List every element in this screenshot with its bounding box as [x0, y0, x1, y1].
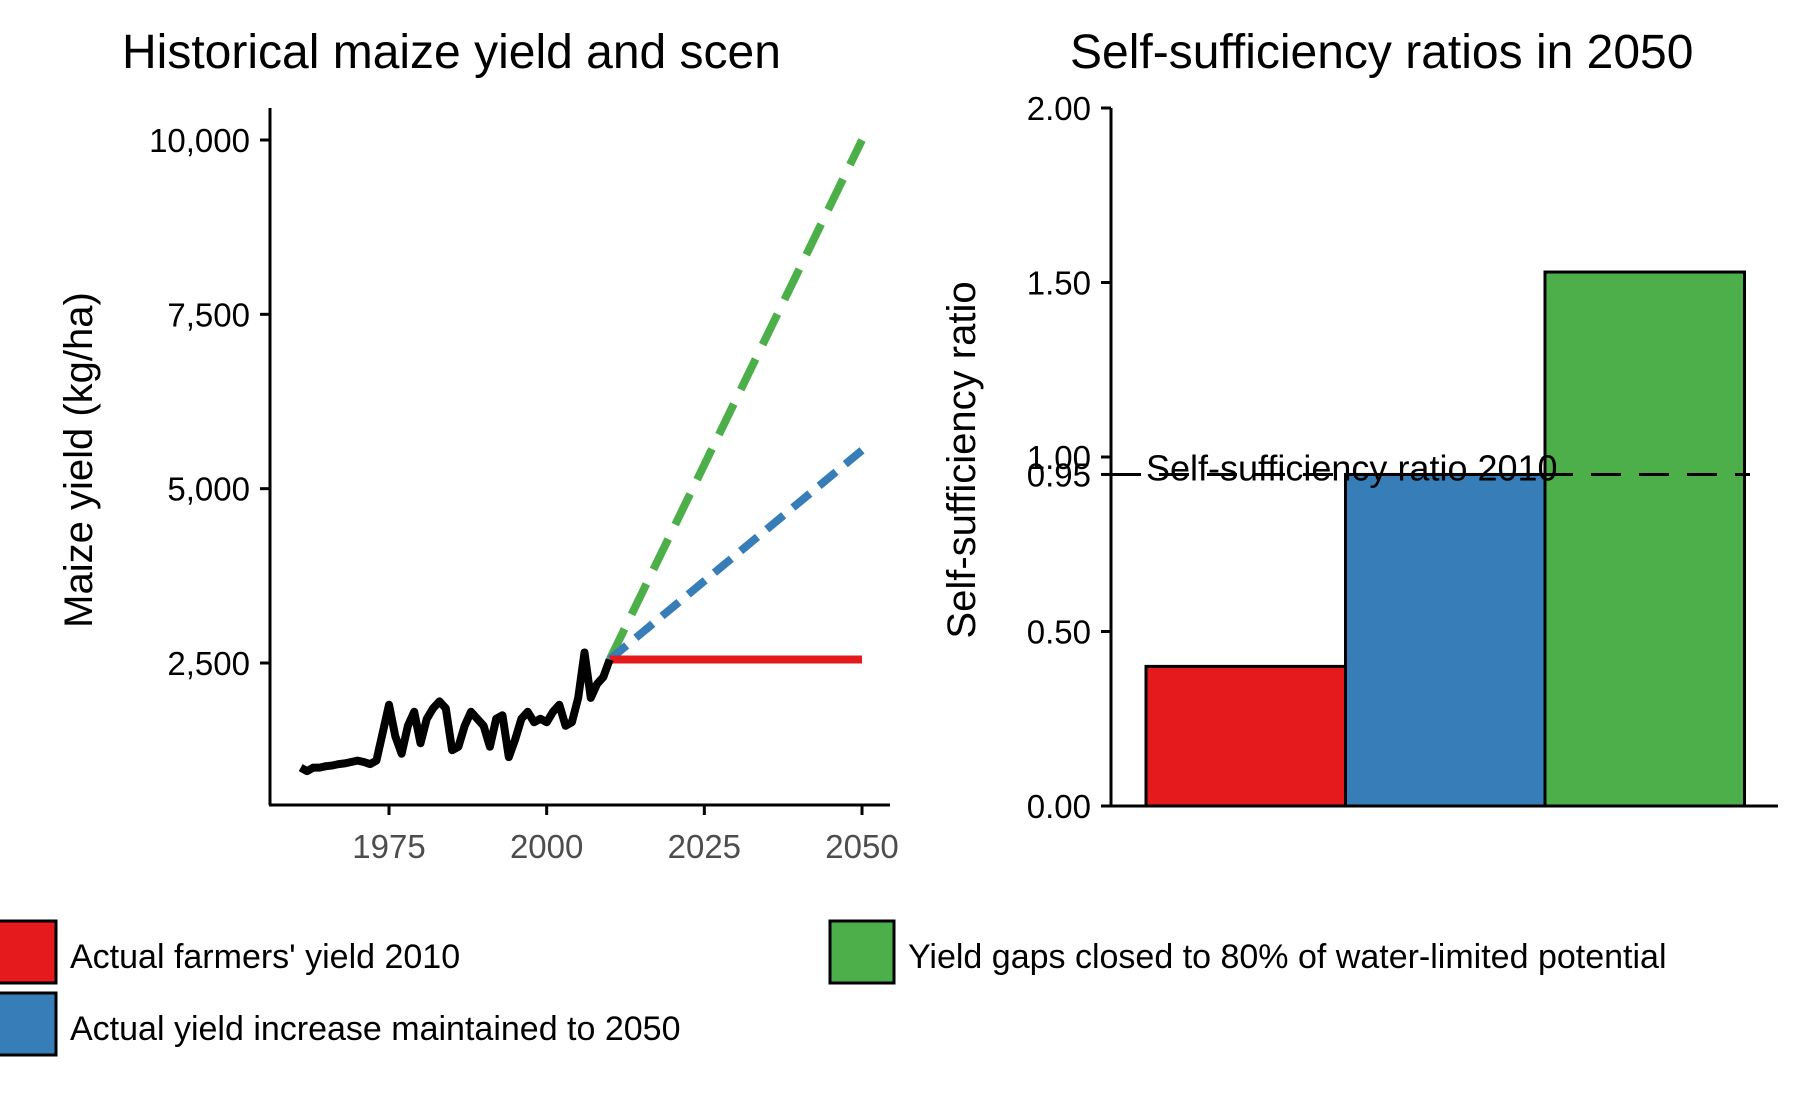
line-chart-series [298, 138, 866, 776]
x-tick-label: 2050 [825, 828, 898, 865]
y-tick-label: 1.00 [1027, 439, 1091, 476]
x-tick-label: 2025 [668, 828, 741, 865]
legend: Actual farmers' yield 2010 Actual yield … [0, 919, 1667, 1057]
y-tick-label: 1.50 [1027, 265, 1091, 302]
yield-gap-closed-line [606, 138, 866, 662]
line-chart-x-ticks: 1975 2000 2025 2050 [352, 805, 899, 865]
bar-farmers-yield-2010 [1144, 664, 1347, 808]
bar-yield-increase [1344, 472, 1547, 808]
line-chart-y-ticks: 2,500 5,000 7,500 10,000 [149, 122, 270, 682]
y-tick-label: 0.00 [1027, 788, 1091, 825]
y-tick-label: 2,500 [167, 645, 250, 682]
y-tick-label: 2.00 [1027, 90, 1091, 127]
legend-label-green: Yield gaps closed to 80% of water-limite… [908, 938, 1667, 976]
bar-chart-bars [1144, 270, 1746, 808]
bar-chart-reference: Self-sufficiency ratio 2010 [1111, 447, 1750, 488]
line-chart-y-axis-label: Maize yield (kg/ha) [57, 292, 101, 628]
x-tick-label: 2000 [510, 828, 583, 865]
bar-chart-y-axis-label: Self-sufficiency ratio [940, 281, 984, 638]
x-tick-label: 1975 [352, 828, 425, 865]
y-tick-label: 0.95 [1027, 456, 1091, 493]
y-tick-label: 7,500 [167, 296, 250, 333]
bar-chart-y-ticks: 0.00 0.50 0.951.00 1.50 2.00 [1027, 90, 1111, 825]
legend-label-blue: Actual yield increase maintained to 2050 [70, 1010, 681, 1048]
bar-chart-panel: Self-sufficiency ratios in 2050 Self-suf… [940, 26, 1778, 825]
reference-line-label: Self-sufficiency ratio 2010 [1146, 447, 1558, 488]
bar-yield-gap-closed [1543, 270, 1746, 808]
y-tick-label: 5,000 [167, 471, 250, 508]
legend-swatch-blue [0, 991, 58, 1057]
yield-increase-line [607, 447, 865, 663]
line-chart-title: Historical maize yield and scen [122, 26, 781, 79]
legend-swatch-red [0, 919, 58, 985]
line-chart-panel: Historical maize yield and scen Maize yi… [57, 26, 899, 865]
historical-yield-line [298, 648, 614, 776]
legend-label-red: Actual farmers' yield 2010 [70, 938, 460, 976]
y-tick-label: 0.50 [1027, 614, 1091, 651]
bar-chart-title: Self-sufficiency ratios in 2050 [1070, 26, 1693, 79]
legend-swatch-green [828, 919, 896, 985]
y-tick-label: 10,000 [149, 122, 250, 159]
